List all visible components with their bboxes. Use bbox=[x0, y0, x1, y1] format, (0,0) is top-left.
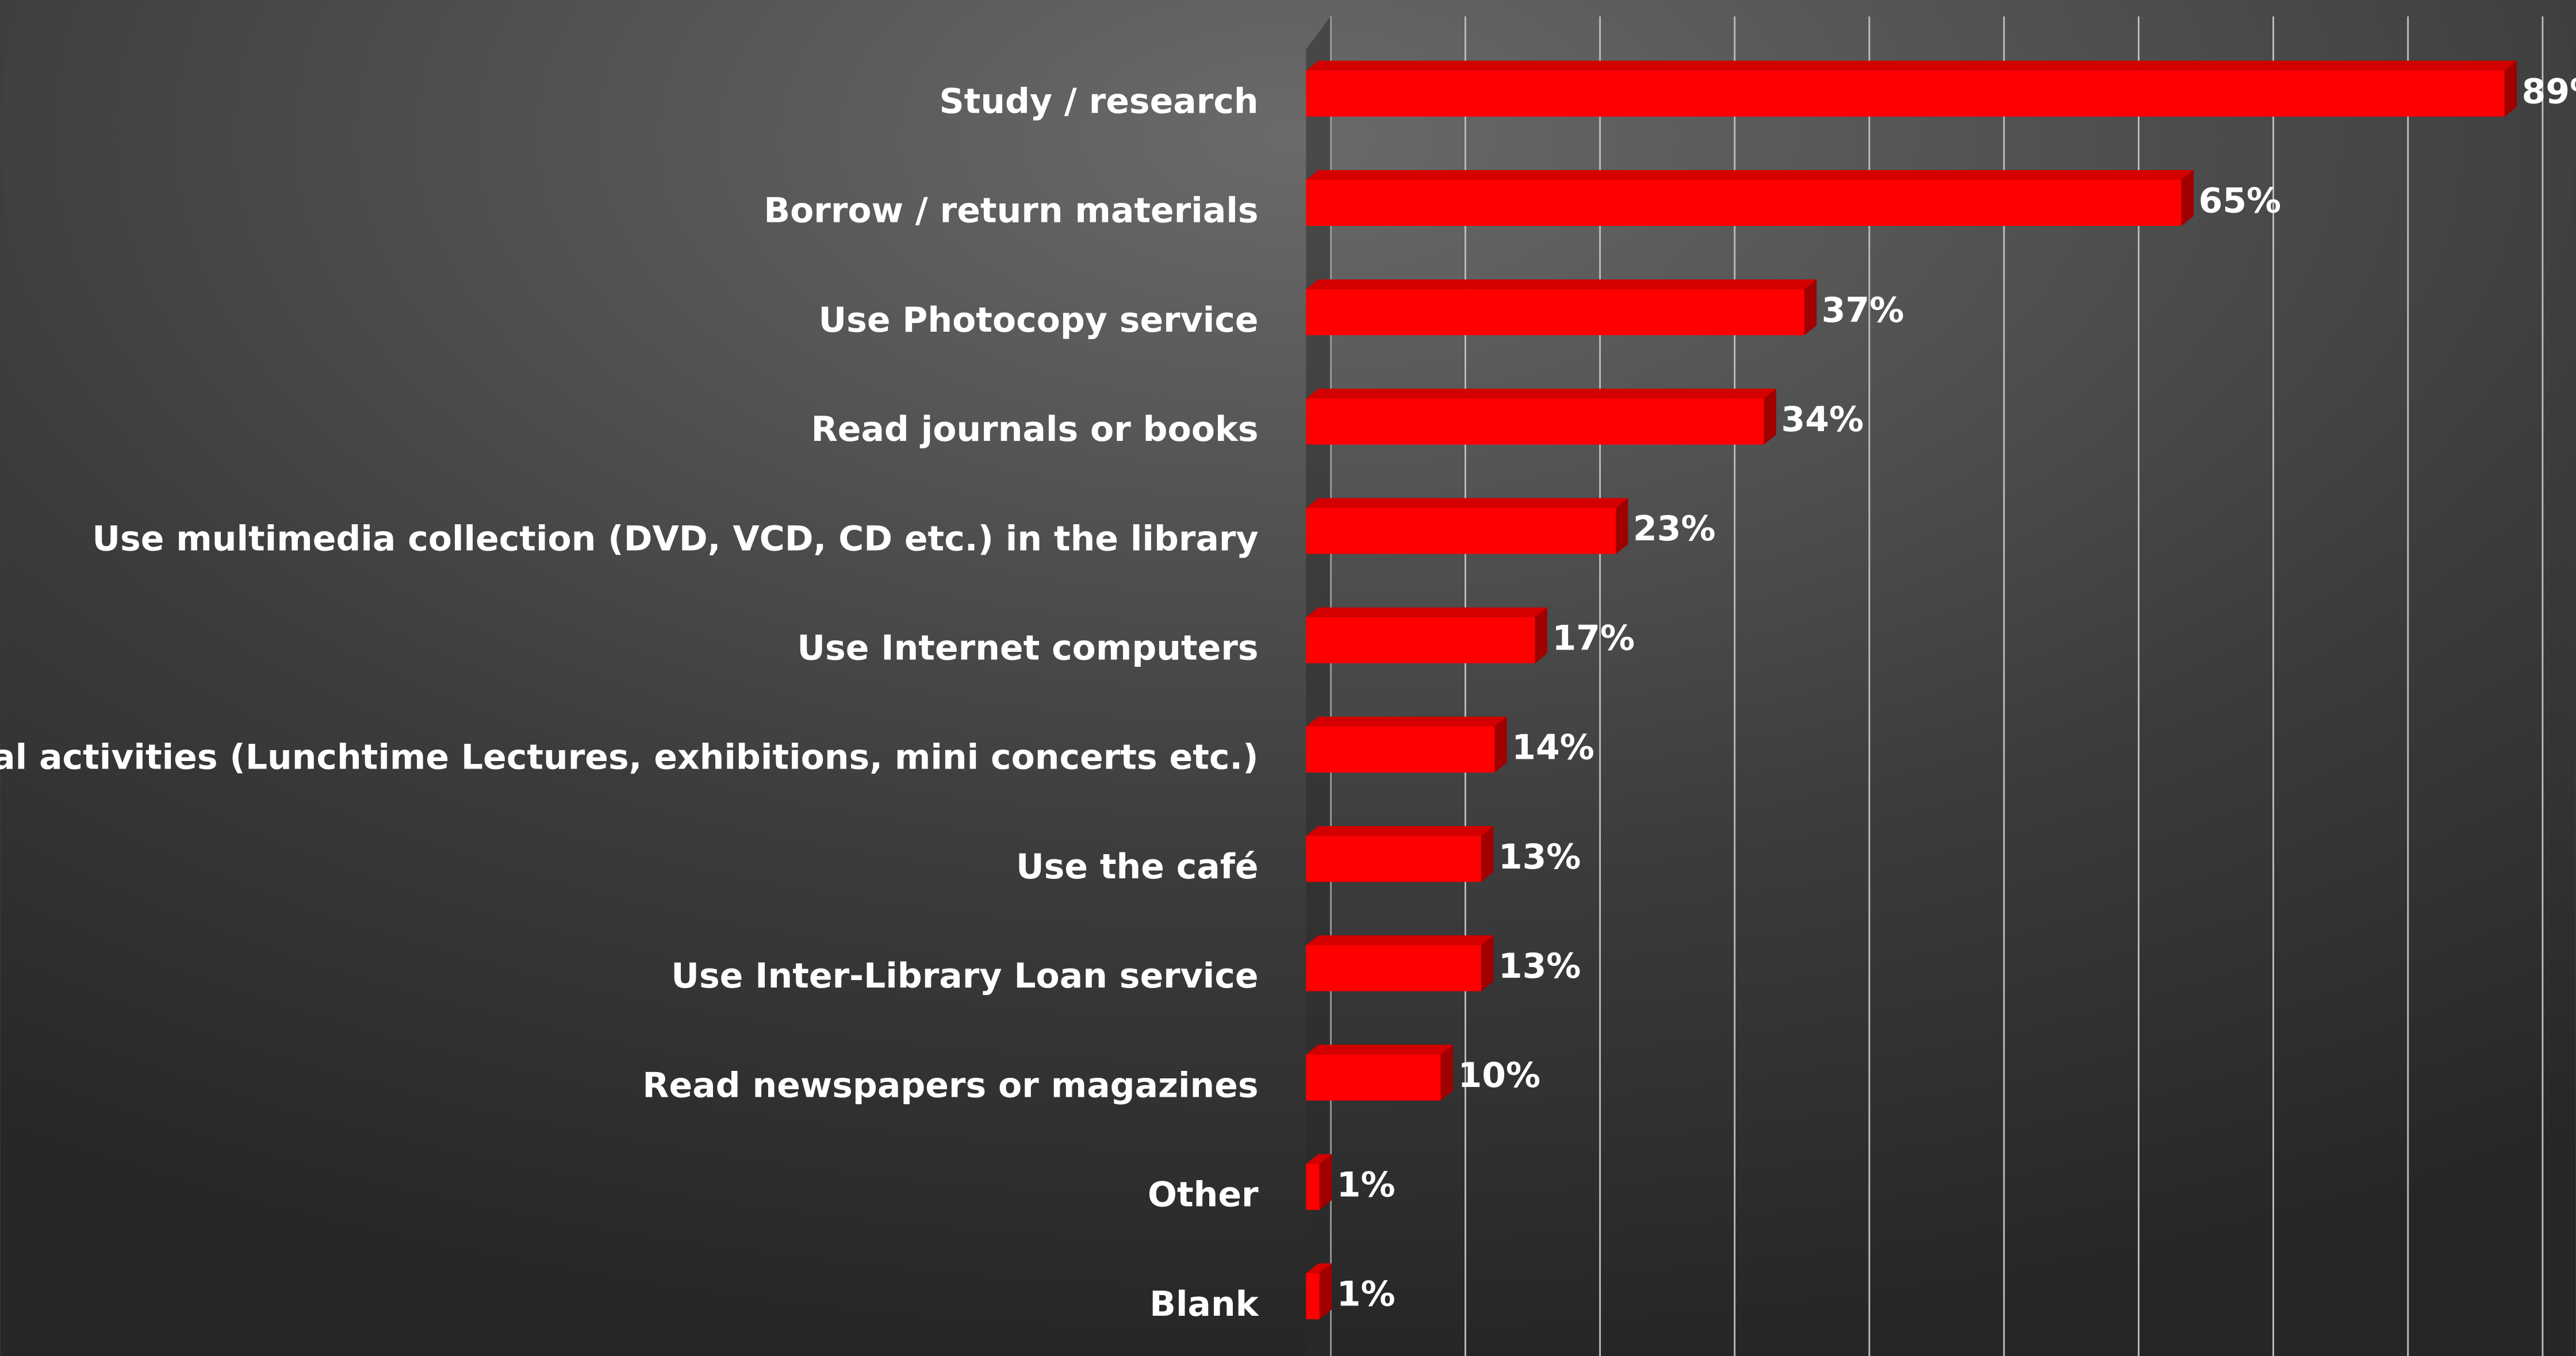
bar-top bbox=[1306, 60, 2517, 71]
bar-front bbox=[1306, 945, 1481, 992]
value-label: 1% bbox=[1337, 1274, 1396, 1315]
category-label: Use multimedia collection (DVD, VCD, CD … bbox=[92, 518, 1258, 559]
value-label: 13% bbox=[1498, 946, 1581, 986]
bar-side bbox=[1764, 389, 1777, 445]
bar-top bbox=[1306, 279, 1817, 290]
value-label: 65% bbox=[2199, 181, 2282, 221]
value-label: 34% bbox=[1781, 399, 1864, 440]
value-label: 14% bbox=[1512, 728, 1594, 768]
category-label: Read journals or books bbox=[811, 409, 1259, 450]
bar-top bbox=[1306, 170, 2194, 180]
bar-top bbox=[1306, 935, 1494, 946]
bar-front bbox=[1306, 1273, 1320, 1320]
bar-side bbox=[1494, 716, 1507, 773]
bar-front bbox=[1306, 1054, 1441, 1101]
category-label: Other bbox=[1148, 1175, 1259, 1215]
category-label: Use Photocopy service bbox=[818, 300, 1258, 340]
bar bbox=[1306, 716, 1507, 773]
bar bbox=[1306, 1044, 1454, 1101]
category-label: Blank bbox=[1149, 1284, 1259, 1324]
bar bbox=[1306, 170, 2194, 226]
bar bbox=[1306, 279, 1817, 336]
category-label: Use Inter-Library Loan service bbox=[671, 956, 1258, 996]
bar-top bbox=[1306, 826, 1494, 836]
bar-top bbox=[1306, 389, 1777, 399]
bar-front bbox=[1306, 398, 1764, 445]
bar-front bbox=[1306, 70, 2505, 117]
bar-side bbox=[1804, 279, 1817, 336]
bar-top bbox=[1306, 1263, 1332, 1274]
bar-front bbox=[1306, 836, 1481, 882]
bar bbox=[1306, 498, 1628, 554]
bar-front bbox=[1306, 727, 1495, 773]
bar-front bbox=[1306, 617, 1535, 663]
bar bbox=[1306, 1154, 1332, 1210]
bar-side bbox=[1319, 1154, 1332, 1210]
category-label: Join social activities (Lunchtime Lectur… bbox=[0, 737, 1259, 778]
category-label: Borrow / return materials bbox=[764, 191, 1258, 231]
bar-front bbox=[1306, 180, 2182, 226]
bar bbox=[1306, 389, 1777, 445]
bar-side bbox=[1535, 607, 1547, 663]
bar-side bbox=[1481, 826, 1494, 882]
bar-side bbox=[1319, 1263, 1332, 1320]
bar bbox=[1306, 826, 1494, 882]
bar-top bbox=[1306, 1044, 1454, 1055]
bar-front bbox=[1306, 289, 1804, 336]
bar bbox=[1306, 60, 2517, 117]
bar-side bbox=[2181, 170, 2194, 226]
value-label: 89% bbox=[2522, 71, 2576, 112]
bar-front bbox=[1306, 1163, 1320, 1210]
bar bbox=[1306, 935, 1494, 992]
category-label: Use Internet computers bbox=[797, 628, 1258, 669]
bar-side bbox=[1440, 1044, 1454, 1101]
value-label: 17% bbox=[1552, 618, 1635, 658]
bar-front bbox=[1306, 508, 1616, 554]
axis-wall bbox=[1306, 16, 1331, 1356]
value-label: 10% bbox=[1458, 1055, 1541, 1096]
bar bbox=[1306, 1263, 1332, 1320]
bar bbox=[1306, 607, 1547, 663]
bar-side bbox=[2504, 60, 2517, 117]
category-label: Use the café bbox=[1016, 847, 1259, 887]
value-label: 13% bbox=[1498, 837, 1581, 877]
bar-top bbox=[1306, 716, 1507, 727]
bar-side bbox=[1481, 935, 1494, 992]
category-label: Read newspapers or magazines bbox=[642, 1065, 1258, 1105]
bar-top bbox=[1306, 1154, 1332, 1164]
value-label: 1% bbox=[1337, 1165, 1396, 1205]
bar-side bbox=[1616, 498, 1628, 554]
category-label: Study / research bbox=[939, 82, 1258, 122]
bar-top bbox=[1306, 498, 1628, 508]
value-label: 23% bbox=[1633, 509, 1716, 549]
bar-top bbox=[1306, 607, 1547, 617]
value-label: 37% bbox=[1822, 290, 1904, 331]
